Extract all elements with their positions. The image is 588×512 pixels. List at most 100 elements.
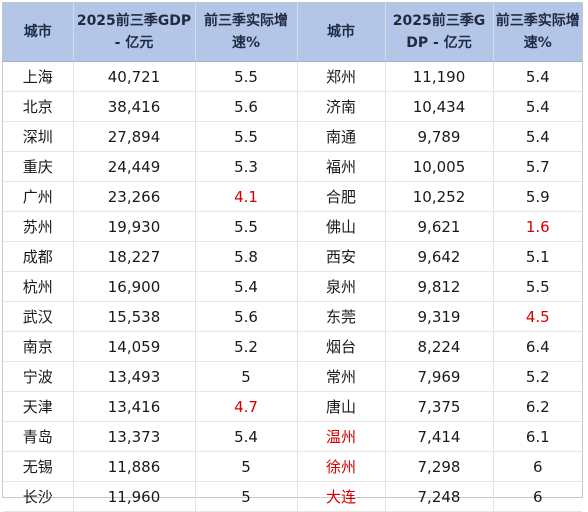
gdp-cell: 16,900: [73, 271, 196, 302]
city-cell: 合肥: [297, 181, 386, 212]
city-cell: 广州: [3, 181, 74, 212]
gdp-cell: 11,960: [73, 481, 196, 512]
city-cell: 上海: [3, 61, 74, 92]
city-cell: 成都: [3, 241, 74, 272]
city-cell: 福州: [297, 151, 386, 182]
growth-cell: 5.8: [195, 241, 298, 272]
table-row: 青岛 13,373 5.4 温州 7,414 6.1: [3, 421, 582, 452]
growth-cell: 6: [493, 481, 582, 512]
city-cell: 温州: [297, 421, 386, 452]
gdp-cell: 11,886: [73, 451, 196, 482]
city-cell: 宁波: [3, 361, 74, 392]
growth-cell: 6.4: [493, 331, 582, 362]
header-label: 城市: [327, 24, 355, 40]
city-cell: 北京: [3, 91, 74, 122]
growth-cell: 6.2: [493, 391, 582, 422]
growth-cell: 5.9: [493, 181, 582, 212]
table-row: 深圳 27,894 5.5 南通 9,789 5.4: [3, 121, 582, 152]
gdp-cell: 8,224: [385, 331, 494, 362]
city-cell: 西安: [297, 241, 386, 272]
growth-cell: 6.1: [493, 421, 582, 452]
gdp-cell: 9,812: [385, 271, 494, 302]
growth-cell: 5.3: [195, 151, 298, 182]
growth-cell: 5.4: [195, 271, 298, 302]
gdp-cell: 7,248: [385, 481, 494, 512]
city-cell: 天津: [3, 391, 74, 422]
growth-cell: 5.5: [195, 121, 298, 152]
gdp-cell: 27,894: [73, 121, 196, 152]
table-row: 宁波 13,493 5 常州 7,969 5.2: [3, 361, 582, 392]
growth-cell: 5: [195, 451, 298, 482]
city-cell: 东莞: [297, 301, 386, 332]
gdp-cell: 40,721: [73, 61, 196, 92]
growth-cell: 5.1: [493, 241, 582, 272]
table-row: 上海 40,721 5.5 郑州 11,190 5.4: [3, 61, 582, 92]
growth-cell: 6: [493, 451, 582, 482]
table-row: 无锡 11,886 5 徐州 7,298 6: [3, 451, 582, 482]
header-gdp-left: 2025前三季GDP - 亿元: [73, 3, 196, 62]
city-cell: 泉州: [297, 271, 386, 302]
header-city-right: 城市: [297, 3, 386, 62]
gdp-cell: 11,190: [385, 61, 494, 92]
header-growth-left: 前三季实际增速%: [195, 3, 298, 62]
table-row: 广州 23,266 4.1 合肥 10,252 5.9: [3, 181, 582, 212]
growth-cell: 5.5: [195, 211, 298, 242]
growth-cell: 4.5: [493, 301, 582, 332]
gdp-cell: 13,493: [73, 361, 196, 392]
growth-cell: 5.7: [493, 151, 582, 182]
gdp-cell: 9,621: [385, 211, 494, 242]
table-header: 城市 2025前三季GDP - 亿元 前三季实际增速% 城市 2025前三季GD…: [3, 3, 582, 62]
table-row: 天津 13,416 4.7 唐山 7,375 6.2: [3, 391, 582, 422]
growth-cell: 5.2: [493, 361, 582, 392]
table-row: 成都 18,227 5.8 西安 9,642 5.1: [3, 241, 582, 272]
city-cell: 苏州: [3, 211, 74, 242]
growth-cell: 5.5: [493, 271, 582, 302]
gdp-cell: 13,373: [73, 421, 196, 452]
city-cell: 武汉: [3, 301, 74, 332]
city-cell: 唐山: [297, 391, 386, 422]
city-cell: 常州: [297, 361, 386, 392]
gdp-cell: 14,059: [73, 331, 196, 362]
table-row: 苏州 19,930 5.5 佛山 9,621 1.6: [3, 211, 582, 242]
growth-cell: 5.4: [493, 121, 582, 152]
gdp-cell: 10,005: [385, 151, 494, 182]
gdp-cell: 15,538: [73, 301, 196, 332]
growth-cell: 5.4: [493, 91, 582, 122]
gdp-cell: 9,642: [385, 241, 494, 272]
gdp-cell: 7,298: [385, 451, 494, 482]
gdp-cell: 23,266: [73, 181, 196, 212]
growth-cell: 5.6: [195, 91, 298, 122]
header-label: 2025前三季GDP - 亿元: [76, 13, 192, 51]
table-body: 上海 40,721 5.5 郑州 11,190 5.4 北京 38,416 5.6 济南 10,43…: [3, 61, 582, 512]
city-cell: 烟台: [297, 331, 386, 362]
city-cell: 南通: [297, 121, 386, 152]
header-growth-right: 前三季实际增速%: [493, 3, 582, 62]
city-cell: 佛山: [297, 211, 386, 242]
city-cell: 长沙: [3, 481, 74, 512]
city-cell: 大连: [297, 481, 386, 512]
header-row: 城市 2025前三季GDP - 亿元 前三季实际增速% 城市 2025前三季GD…: [3, 3, 582, 62]
city-cell: 无锡: [3, 451, 74, 482]
gdp-cell: 24,449: [73, 151, 196, 182]
gdp-table: 城市 2025前三季GDP - 亿元 前三季实际增速% 城市 2025前三季GD…: [3, 3, 582, 512]
city-cell: 郑州: [297, 61, 386, 92]
table-row: 杭州 16,900 5.4 泉州 9,812 5.5: [3, 271, 582, 302]
gdp-cell: 38,416: [73, 91, 196, 122]
header-city-left: 城市: [3, 3, 74, 62]
header-gdp-right: 2025前三季GDP - 亿元: [385, 3, 494, 62]
gdp-cell: 7,375: [385, 391, 494, 422]
gdp-cell: 19,930: [73, 211, 196, 242]
gdp-cell: 18,227: [73, 241, 196, 272]
growth-cell: 4.1: [195, 181, 298, 212]
header-label: 2025前三季GDP - 亿元: [392, 13, 486, 51]
growth-cell: 1.6: [493, 211, 582, 242]
gdp-cell: 10,252: [385, 181, 494, 212]
table-row: 北京 38,416 5.6 济南 10,434 5.4: [3, 91, 582, 122]
gdp-cell: 9,789: [385, 121, 494, 152]
city-cell: 青岛: [3, 421, 74, 452]
gdp-cell: 7,969: [385, 361, 494, 392]
header-label: 前三季实际增速%: [495, 13, 580, 51]
growth-cell: 5.5: [195, 61, 298, 92]
growth-cell: 5: [195, 481, 298, 512]
